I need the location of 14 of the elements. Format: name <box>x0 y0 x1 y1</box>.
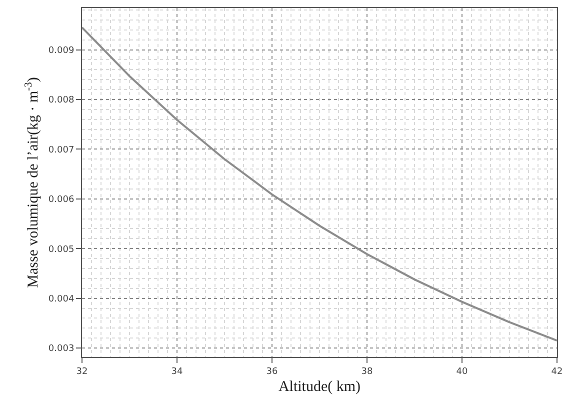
y-tick-label: 0.009 <box>48 46 74 56</box>
x-tick-label: 42 <box>551 366 563 377</box>
y-tick-label: 0.005 <box>48 244 74 255</box>
y-tick-label: 0.003 <box>48 344 74 354</box>
x-tick-label: 32 <box>76 366 88 377</box>
x-tick-label: 38 <box>361 366 373 377</box>
x-tick-label: 36 <box>266 366 278 377</box>
x-axis-title: Altitude( km) <box>278 378 361 395</box>
y-tick-label: 0.008 <box>48 96 74 106</box>
x-tick-label: 34 <box>171 366 183 377</box>
x-tick-label: 40 <box>456 366 468 377</box>
y-tick-label: 0.004 <box>48 294 74 304</box>
y-tick-label: 0.006 <box>48 195 74 206</box>
y-tick-label: 0.007 <box>48 145 74 156</box>
